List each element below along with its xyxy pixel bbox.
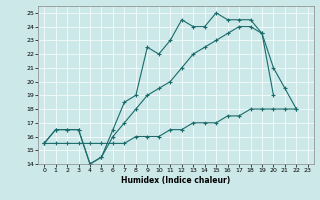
X-axis label: Humidex (Indice chaleur): Humidex (Indice chaleur) <box>121 176 231 185</box>
